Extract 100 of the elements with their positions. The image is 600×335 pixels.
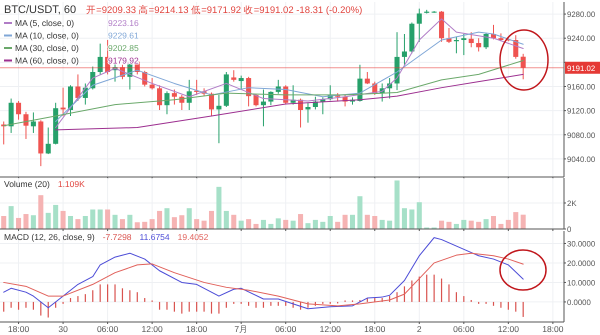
- x-tick-label: 06:00: [275, 324, 297, 334]
- x-tick-label: 06:00: [96, 324, 119, 334]
- candlestick: [305, 102, 310, 124]
- candlestick: [23, 111, 28, 140]
- bar: [506, 220, 511, 229]
- bar: [357, 196, 362, 229]
- bar: [476, 222, 482, 229]
- candlestick: [46, 127, 51, 155]
- candlestick: [520, 53, 526, 80]
- x-tick-label: 30: [58, 324, 68, 334]
- bar: [194, 219, 200, 229]
- bar: [60, 210, 66, 229]
- bar: [134, 222, 140, 229]
- bar: [283, 220, 288, 229]
- chart-title: BTC/USDT, 60: [4, 4, 76, 16]
- annotation: 9223.16: [108, 18, 139, 28]
- chart-title: Volume (20): [4, 179, 50, 189]
- chart-title: MACD (12, 26, close, 9): [4, 232, 95, 242]
- bar: [468, 220, 474, 229]
- candlestick: [172, 89, 177, 106]
- bar: [23, 214, 28, 229]
- bar: [276, 218, 281, 229]
- bar: [127, 214, 132, 229]
- x-tick-label: 12:00: [498, 324, 520, 334]
- bar: [208, 210, 214, 229]
- bar: [179, 215, 184, 229]
- legend-label: MA (5, close, 0): [15, 18, 74, 28]
- bar: [364, 214, 370, 229]
- bar: [350, 214, 356, 229]
- bar: [53, 204, 58, 229]
- candlestick: [513, 34, 518, 60]
- candlestick: [164, 90, 170, 115]
- legend-label: MA (60, close, 0): [15, 56, 79, 66]
- candlestick: [231, 70, 236, 82]
- bar: [224, 210, 229, 229]
- candlestick: [402, 33, 407, 66]
- bar: [342, 214, 348, 229]
- candlestick: [238, 75, 244, 90]
- bar: [484, 219, 489, 229]
- bar: [320, 222, 326, 229]
- x-tick-label: 06:00: [453, 324, 475, 334]
- candlestick: [16, 100, 22, 120]
- bar: [439, 220, 444, 229]
- candlestick: [260, 89, 266, 127]
- annotation: -7.7298: [102, 232, 132, 242]
- bar: [290, 220, 296, 229]
- bar: [446, 222, 452, 229]
- annotation: 11.6754: [140, 232, 170, 242]
- candlestick: [60, 87, 66, 117]
- annotation: 19.4052: [178, 232, 209, 242]
- bar: [402, 208, 407, 229]
- bar: [90, 209, 96, 229]
- x-tick-label: 18:00: [542, 324, 564, 334]
- x-tick-label: 18:00: [186, 324, 208, 334]
- candlestick: [98, 43, 103, 75]
- bar: [142, 222, 148, 229]
- bar: [246, 219, 252, 229]
- candlestick: [461, 33, 466, 56]
- candlestick: [468, 32, 474, 48]
- candlestick: [194, 79, 200, 96]
- bar: [186, 208, 192, 229]
- bar: [68, 216, 74, 229]
- bar: [520, 214, 526, 229]
- bar: [46, 212, 51, 229]
- bar: [16, 218, 22, 229]
- bar: [461, 220, 466, 229]
- bar: [38, 195, 44, 229]
- bar: [394, 180, 400, 229]
- bar: [260, 220, 266, 229]
- candlestick: [150, 78, 155, 90]
- x-tick-label: 2: [416, 324, 422, 334]
- bar: [164, 208, 170, 229]
- bar: [216, 186, 222, 229]
- annotation: 9229.61: [108, 30, 139, 40]
- candlestick: [476, 38, 482, 52]
- x-tick-label: 18:00: [8, 324, 30, 334]
- bar: [112, 214, 118, 229]
- candlestick: [364, 72, 370, 85]
- bar: [82, 216, 88, 229]
- bar: [238, 220, 244, 229]
- candlestick: [216, 94, 222, 144]
- bar: [335, 222, 340, 229]
- x-tick-label: 7月: [234, 324, 248, 334]
- x-tick-label: 18:00: [364, 324, 386, 334]
- candlestick: [68, 84, 74, 117]
- bar: [380, 220, 385, 229]
- bar: [30, 215, 36, 229]
- bar: [328, 216, 333, 229]
- bar: [150, 219, 155, 229]
- candlestick: [8, 98, 14, 134]
- bar: [75, 219, 80, 229]
- bar: [172, 217, 177, 229]
- bar: [98, 209, 103, 229]
- bar: [105, 209, 110, 229]
- bar: [513, 212, 518, 229]
- legend-label: MA (10, close, 0): [15, 30, 79, 40]
- annotation: 1.109K: [58, 179, 86, 189]
- bar: [298, 214, 304, 229]
- candlestick: [208, 92, 214, 116]
- bar: [157, 210, 162, 229]
